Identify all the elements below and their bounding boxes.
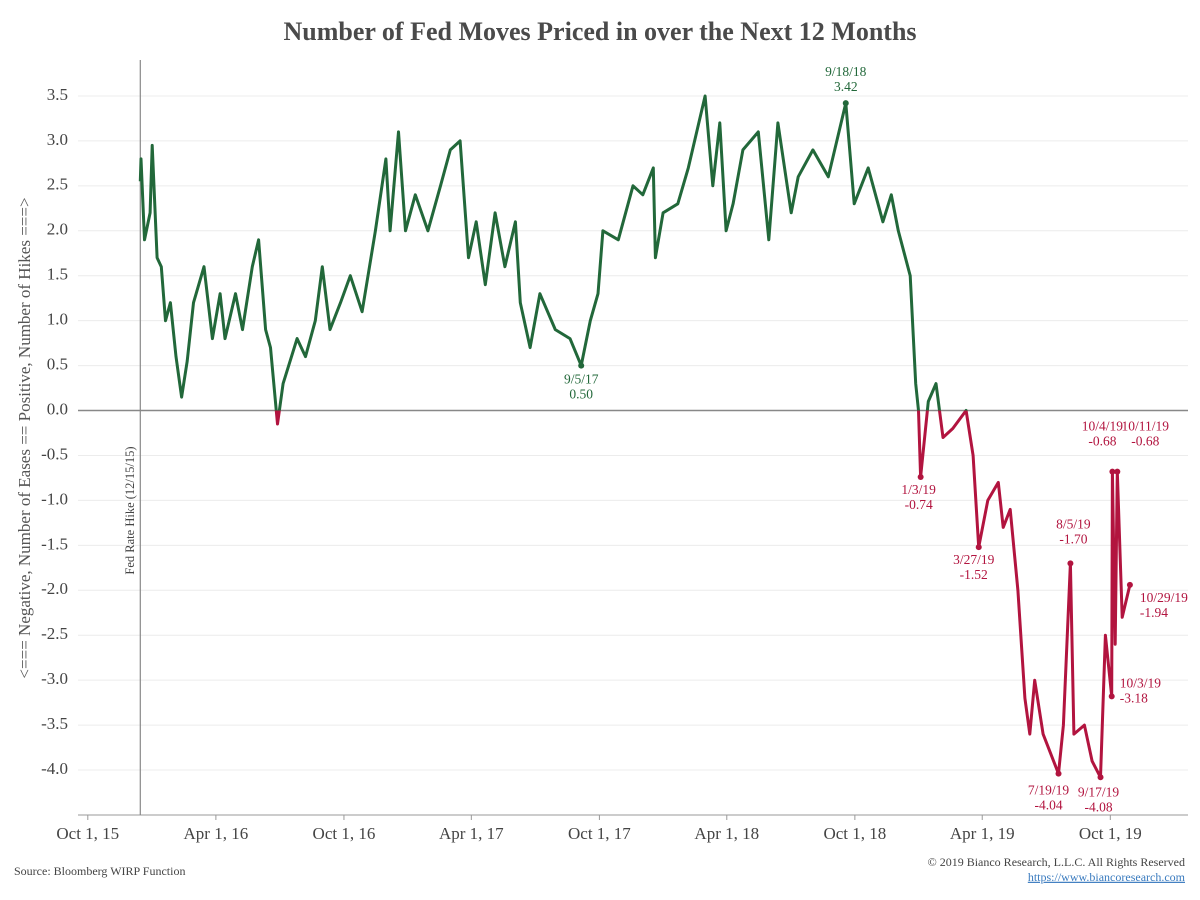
annotation-marker	[1108, 693, 1115, 700]
annotation-marker	[1126, 581, 1133, 588]
annotation-date: 10/29/19	[1140, 590, 1188, 605]
annotation-value: -0.68	[1088, 434, 1116, 449]
y-tick-label: -3.0	[41, 669, 68, 688]
x-tick-label: Oct 1, 15	[56, 824, 119, 843]
annotation-date: 9/18/18	[825, 64, 867, 79]
annotation-value: -1.70	[1059, 531, 1087, 546]
annotation-value: 0.50	[569, 387, 593, 402]
y-tick-label: 1.0	[47, 310, 68, 329]
annotation-date: 1/3/19	[901, 482, 936, 497]
y-tick-label: 3.0	[47, 130, 68, 149]
y-tick-label: 0.0	[47, 399, 68, 418]
y-axis-label: <=== Negative, Number of Eases == Positi…	[15, 197, 34, 678]
annotation-date: 3/27/19	[953, 552, 995, 567]
y-tick-label: 0.5	[47, 355, 68, 374]
annotation-marker	[975, 544, 982, 551]
annotation-date: 9/17/19	[1078, 784, 1120, 799]
y-tick-label: -1.5	[41, 534, 68, 553]
annotation-marker	[578, 362, 585, 369]
y-tick-label: 2.0	[47, 220, 68, 239]
data-line	[274, 410, 1132, 779]
annotation-marker	[1055, 770, 1062, 777]
annotation-date: 9/5/17	[564, 372, 599, 387]
annotation-date: 10/4/19	[1082, 419, 1124, 434]
annotation-value: -0.68	[1131, 434, 1159, 449]
y-tick-label: 2.5	[47, 175, 68, 194]
data-line	[138, 94, 968, 411]
x-tick-label: Oct 1, 16	[313, 824, 376, 843]
event-label: Fed Rate Hike (12/15/15)	[123, 446, 137, 574]
annotation-marker	[1067, 560, 1074, 567]
x-tick-label: Oct 1, 18	[823, 824, 886, 843]
y-tick-label: 1.5	[47, 265, 68, 284]
annotation-marker	[917, 474, 924, 481]
annotation-marker	[842, 100, 849, 107]
website-link[interactable]: https://www.biancoresearch.com	[1028, 870, 1186, 884]
chart-title: Number of Fed Moves Priced in over the N…	[283, 17, 916, 46]
y-tick-label: -4.0	[41, 759, 68, 778]
annotation-value: -0.74	[905, 497, 933, 512]
x-tick-label: Oct 1, 17	[568, 824, 631, 843]
x-tick-label: Apr 1, 16	[184, 824, 249, 843]
y-tick-label: -2.5	[41, 624, 68, 643]
annotation-date: 10/11/19	[1122, 419, 1170, 434]
annotation-date: 10/3/19	[1120, 675, 1162, 690]
annotation-date: 8/5/19	[1056, 516, 1091, 531]
y-tick-label: -1.0	[41, 489, 68, 508]
annotation-marker	[1109, 468, 1116, 475]
annotation-marker	[1114, 468, 1121, 475]
y-tick-label: -3.5	[41, 714, 68, 733]
annotation-value: 3.42	[834, 79, 858, 94]
annotation-date: 7/19/19	[1028, 783, 1070, 798]
annotation-value: -4.04	[1034, 798, 1062, 813]
source: Source: Bloomberg WIRP Function	[14, 864, 185, 878]
annotation-value: -1.52	[960, 567, 988, 582]
y-tick-label: -2.0	[41, 579, 68, 598]
x-tick-label: Apr 1, 17	[439, 824, 504, 843]
copyright: © 2019 Bianco Research, L.L.C. All Right…	[928, 855, 1185, 869]
y-tick-label: 3.5	[47, 85, 68, 104]
annotation-value: -4.08	[1084, 799, 1112, 814]
annotation-value: -1.94	[1140, 605, 1168, 620]
x-tick-label: Oct 1, 19	[1079, 824, 1142, 843]
x-tick-label: Apr 1, 18	[694, 824, 759, 843]
annotation-value: -3.18	[1120, 690, 1148, 705]
annotation-marker	[1097, 774, 1104, 781]
x-tick-label: Apr 1, 19	[950, 824, 1015, 843]
y-tick-label: -0.5	[41, 444, 68, 463]
